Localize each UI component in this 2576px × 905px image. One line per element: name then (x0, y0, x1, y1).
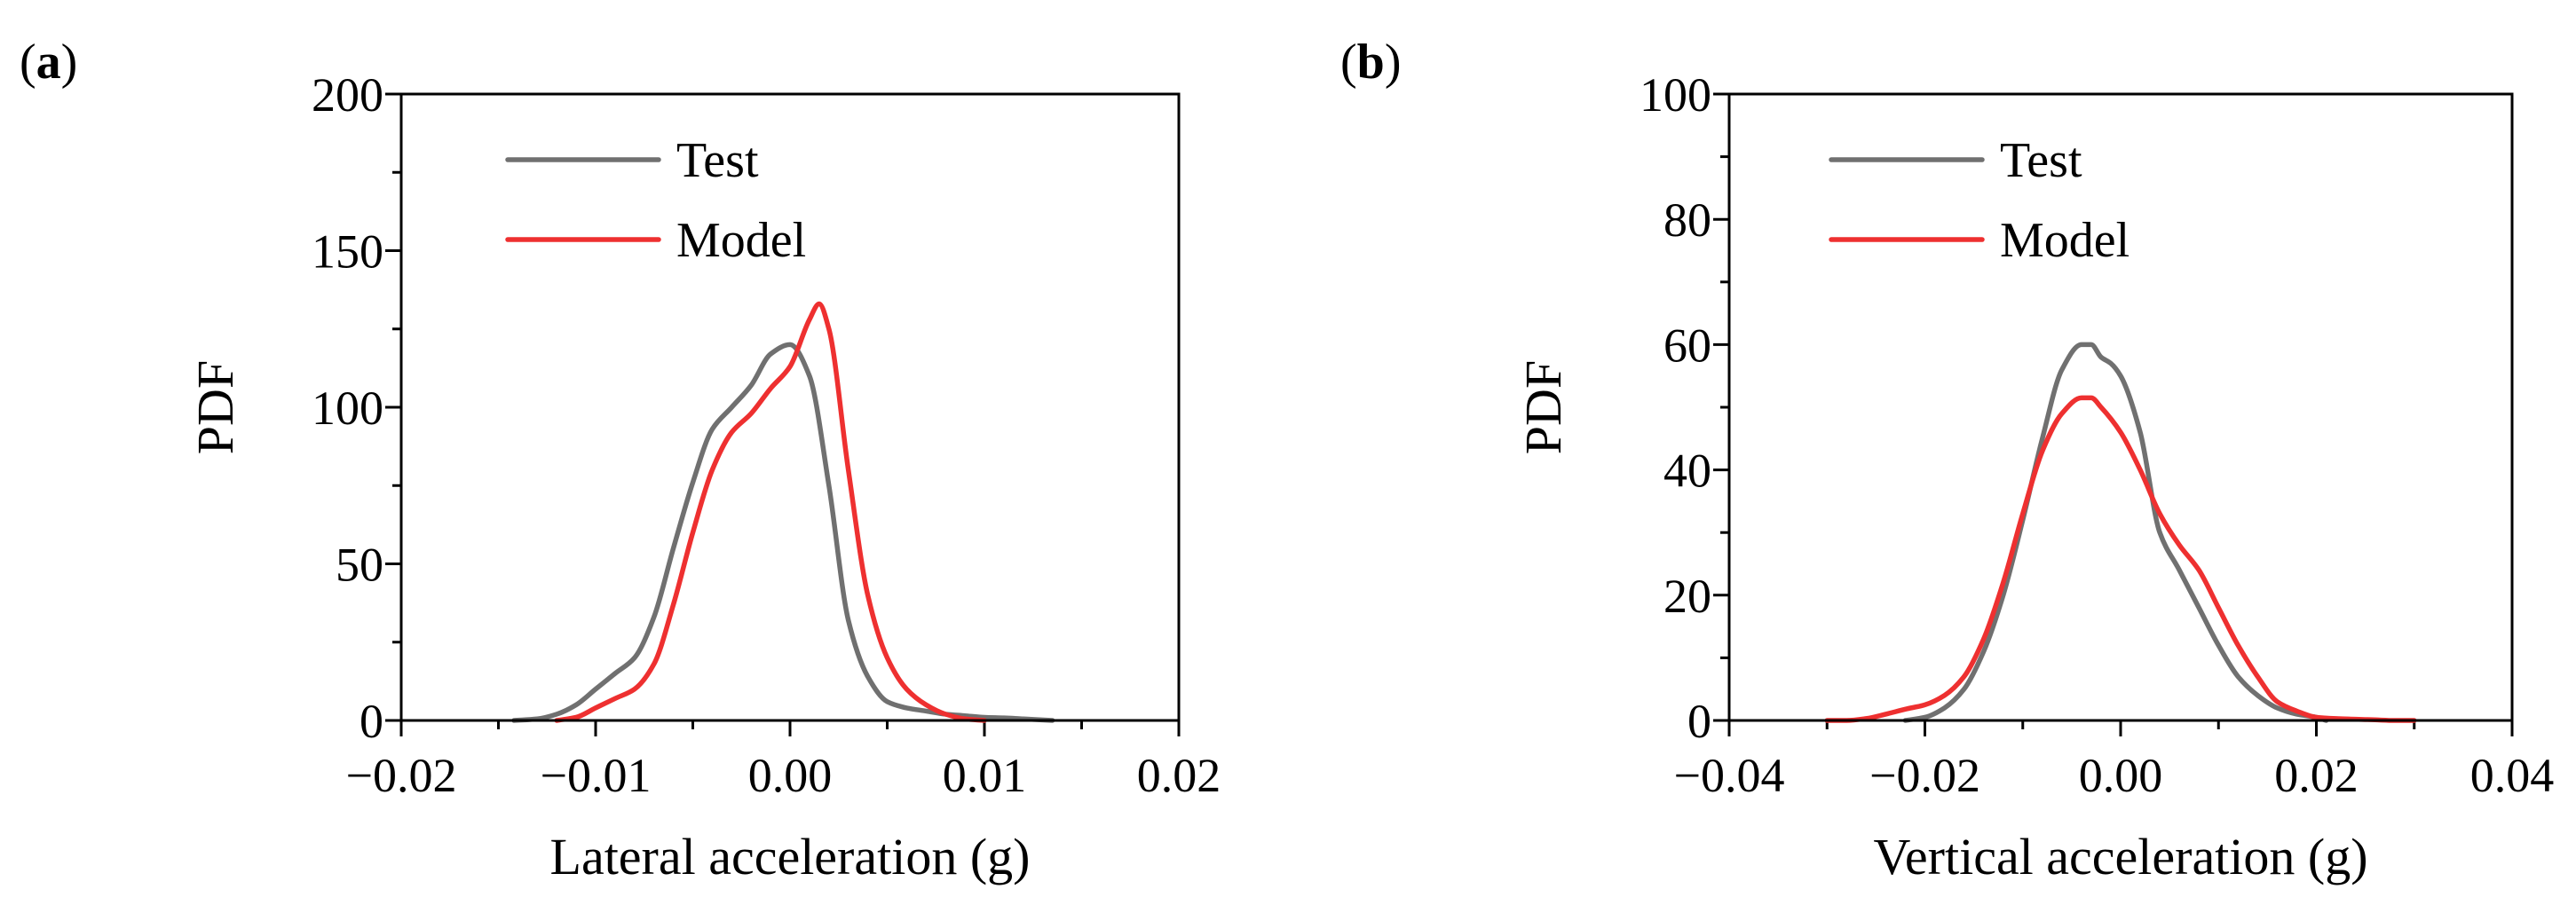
x-tick-label: −0.02 (1869, 749, 1980, 802)
panel-b-legend: Test Model (1829, 133, 2130, 268)
panel-a-y-axis-title: PDF (186, 360, 244, 454)
panel-a-plot-frame (399, 92, 1181, 722)
x-tick-label: 0.02 (2274, 749, 2359, 802)
panel-a-x-axis-title: Lateral acceleration (g) (550, 828, 1031, 885)
x-tick-label: −0.01 (541, 749, 652, 802)
x-tick-label: 0.02 (1137, 749, 1221, 802)
legend-label-test: Test (2000, 133, 2082, 188)
panel-b-series (1824, 342, 2417, 723)
panel-b-tick-labels: −0.04 −0.02 0.00 0.02 0.04 0 20 40 60 80 100 (1640, 68, 2554, 802)
series-line-model (1824, 395, 2417, 723)
y-tick-label: 100 (1640, 68, 1711, 122)
panel-b: (b) −0.04 −0.02 0.00 0.02 0.04 0 20 40 60 80 100 T… (1340, 35, 2554, 885)
y-tick-label: 40 (1663, 445, 1711, 498)
y-tick-label: 150 (312, 225, 383, 279)
legend-label-model: Model (676, 213, 806, 268)
legend-label-test: Test (676, 133, 759, 188)
series-line-test (1902, 342, 2329, 723)
y-tick-label: 80 (1663, 193, 1711, 247)
panel-b-y-axis-title: PDF (1514, 360, 1572, 454)
series-line-model (554, 301, 987, 723)
panel-a-label: (a) (20, 35, 77, 90)
x-tick-label: 0.00 (748, 749, 833, 802)
y-tick-label: 60 (1663, 319, 1711, 372)
x-tick-label: −0.04 (1674, 749, 1785, 802)
y-tick-label: 0 (1687, 695, 1711, 748)
panel-a-ticks (385, 92, 1181, 736)
x-tick-label: 0.04 (2470, 749, 2555, 802)
panel-b-label: (b) (1340, 35, 1401, 90)
x-tick-label: 0.00 (2079, 749, 2163, 802)
panel-b-ticks (1713, 92, 2514, 736)
panel-a-series (511, 301, 1055, 723)
y-tick-label: 100 (312, 382, 383, 435)
legend-label-model: Model (2000, 213, 2130, 268)
y-tick-label: 200 (312, 68, 383, 122)
panel-a-tick-labels: −0.02 −0.01 0.00 0.01 0.02 0 50 100 150 200 (312, 68, 1221, 802)
x-tick-label: −0.02 (346, 749, 457, 802)
series-line-test (511, 342, 1055, 723)
y-tick-label: 0 (360, 695, 383, 748)
panel-a: (a) −0.02 −0.01 0.00 0.01 0.02 0 50 100 150 200 T… (20, 35, 1221, 885)
y-tick-label: 20 (1663, 570, 1711, 623)
panel-b-plot-frame (1727, 92, 2514, 722)
panel-b-x-axis-title: Vertical acceleration (g) (1873, 828, 2367, 885)
panel-a-legend: Test Model (505, 133, 806, 268)
x-tick-label: 0.01 (943, 749, 1027, 802)
y-tick-label: 50 (336, 539, 383, 592)
